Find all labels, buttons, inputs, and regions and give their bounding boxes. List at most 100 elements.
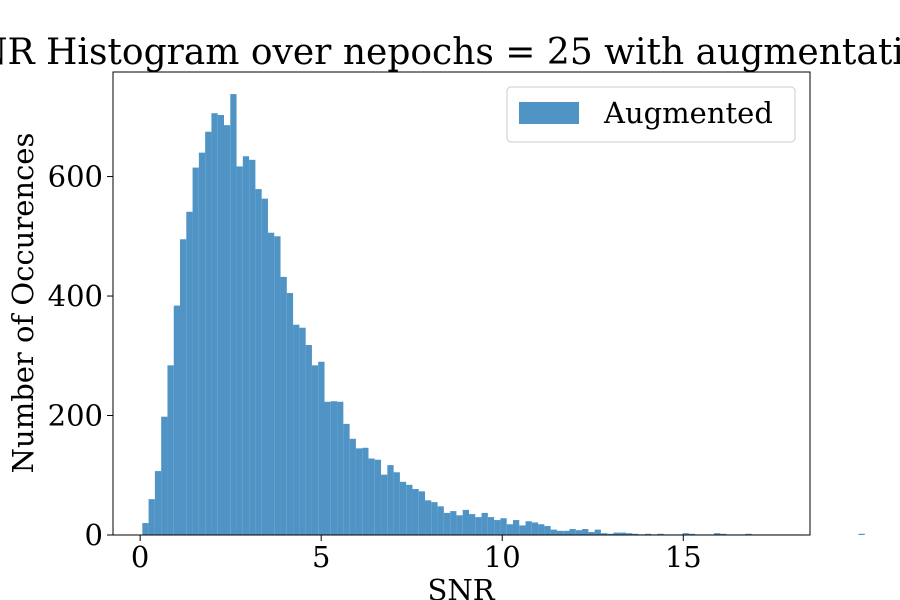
histogram-bar — [381, 474, 388, 535]
histogram-bar — [519, 525, 526, 535]
legend-swatch — [519, 102, 579, 124]
histogram-bar — [619, 532, 627, 535]
histogram-bar — [475, 517, 482, 535]
histogram-bar — [148, 499, 155, 535]
histogram-bar — [293, 324, 300, 535]
histogram-bar — [280, 276, 287, 535]
plot-area-frame — [112, 71, 811, 536]
histogram-bar — [374, 459, 382, 535]
histogram-bar — [607, 533, 614, 535]
histogram-bar — [274, 236, 281, 536]
histogram-bar — [387, 465, 394, 535]
histogram-bar — [349, 438, 356, 535]
histogram-bar — [393, 472, 400, 535]
y-axis-ticks: 0 200 400 600 — [48, 160, 113, 552]
histogram-bar — [236, 166, 243, 535]
y-tick-label: 600 — [48, 160, 103, 194]
histogram-bar — [425, 500, 432, 535]
histogram-bar — [512, 520, 520, 535]
histogram-bar — [192, 167, 199, 535]
histogram-bar — [355, 448, 363, 535]
histogram-bar — [469, 514, 476, 535]
histogram-bar — [267, 232, 275, 535]
histogram-bar — [682, 533, 689, 535]
histogram-bar — [154, 471, 162, 535]
y-axis-label: Number of Occurences — [6, 133, 40, 474]
histogram-bar — [305, 345, 312, 535]
histogram-bar — [632, 533, 639, 535]
histogram-bar — [261, 198, 268, 535]
histogram-bar — [399, 481, 407, 535]
histogram-bar — [198, 152, 206, 535]
histogram-bar — [531, 522, 539, 535]
histogram-bar — [506, 524, 513, 535]
histogram-bar — [556, 530, 564, 535]
histogram-bar — [462, 509, 469, 535]
histogram-bar — [418, 491, 426, 535]
chart-title: SNR Histogram over nepochs = 25 with aug… — [0, 32, 900, 73]
histogram-bar — [142, 523, 149, 535]
histogram-bar — [173, 305, 181, 535]
histogram-bar — [368, 458, 375, 535]
histogram-bar — [217, 115, 224, 535]
histogram-bar — [688, 533, 696, 535]
x-tick-label: 5 — [312, 540, 330, 574]
histogram-bar — [594, 529, 601, 535]
x-tick-label: 0 — [131, 540, 149, 574]
histogram-bar — [230, 94, 237, 535]
histogram-bar — [437, 506, 444, 535]
histogram-bar — [180, 239, 187, 535]
histogram-bar — [494, 520, 501, 535]
histogram-bar — [525, 521, 532, 535]
histogram-bar — [412, 489, 419, 535]
histogram-bar — [330, 401, 338, 535]
x-axis-label: SNR — [427, 573, 495, 600]
x-tick-label: 15 — [665, 540, 702, 574]
histogram-bar — [575, 530, 583, 535]
legend-frame — [506, 86, 796, 143]
x-axis-ticks: 0 5 10 15 — [131, 535, 702, 574]
histogram-bar — [550, 529, 557, 535]
histogram-bar — [205, 131, 212, 536]
histogram-bar — [563, 530, 570, 535]
histogram-bar — [406, 484, 413, 535]
legend: Augmented — [506, 86, 796, 143]
histogram-bar — [613, 532, 620, 535]
histogram-bar — [538, 524, 545, 535]
histogram-bar — [456, 515, 463, 535]
histogram-bar — [443, 512, 451, 535]
histogram-bar — [714, 533, 721, 535]
histogram-bar — [858, 533, 865, 535]
legend-label: Augmented — [603, 96, 773, 130]
histogram-bar — [223, 125, 231, 536]
histogram-bar — [487, 517, 495, 535]
histogram-bar — [644, 533, 652, 535]
histogram-bar — [626, 533, 633, 535]
histogram-bar — [186, 211, 193, 536]
histogram-bar — [588, 532, 595, 535]
histogram-bar — [544, 526, 551, 535]
histogram-bar — [299, 327, 306, 535]
histogram-bar — [745, 533, 752, 535]
y-tick-label: 200 — [48, 399, 103, 433]
histogram-bar — [255, 189, 262, 535]
histogram-bar — [161, 416, 168, 535]
histogram-bar — [337, 401, 344, 535]
histogram-bar — [481, 512, 488, 535]
x-tick-label: 10 — [484, 540, 521, 574]
histogram-bar — [167, 365, 174, 535]
histogram-bar — [249, 159, 256, 535]
histogram-bar — [362, 447, 369, 535]
histogram-bar — [720, 533, 727, 535]
histogram-bar — [211, 113, 218, 535]
histogram-bars — [142, 94, 865, 536]
histogram-bar — [431, 502, 438, 535]
histogram-bar — [318, 361, 325, 535]
y-tick-label: 400 — [48, 279, 103, 313]
histogram-bar — [657, 533, 664, 535]
histogram-bar — [600, 533, 608, 535]
y-tick-label: 0 — [85, 518, 103, 552]
histogram-bar — [500, 518, 507, 535]
histogram-bar — [450, 511, 457, 535]
